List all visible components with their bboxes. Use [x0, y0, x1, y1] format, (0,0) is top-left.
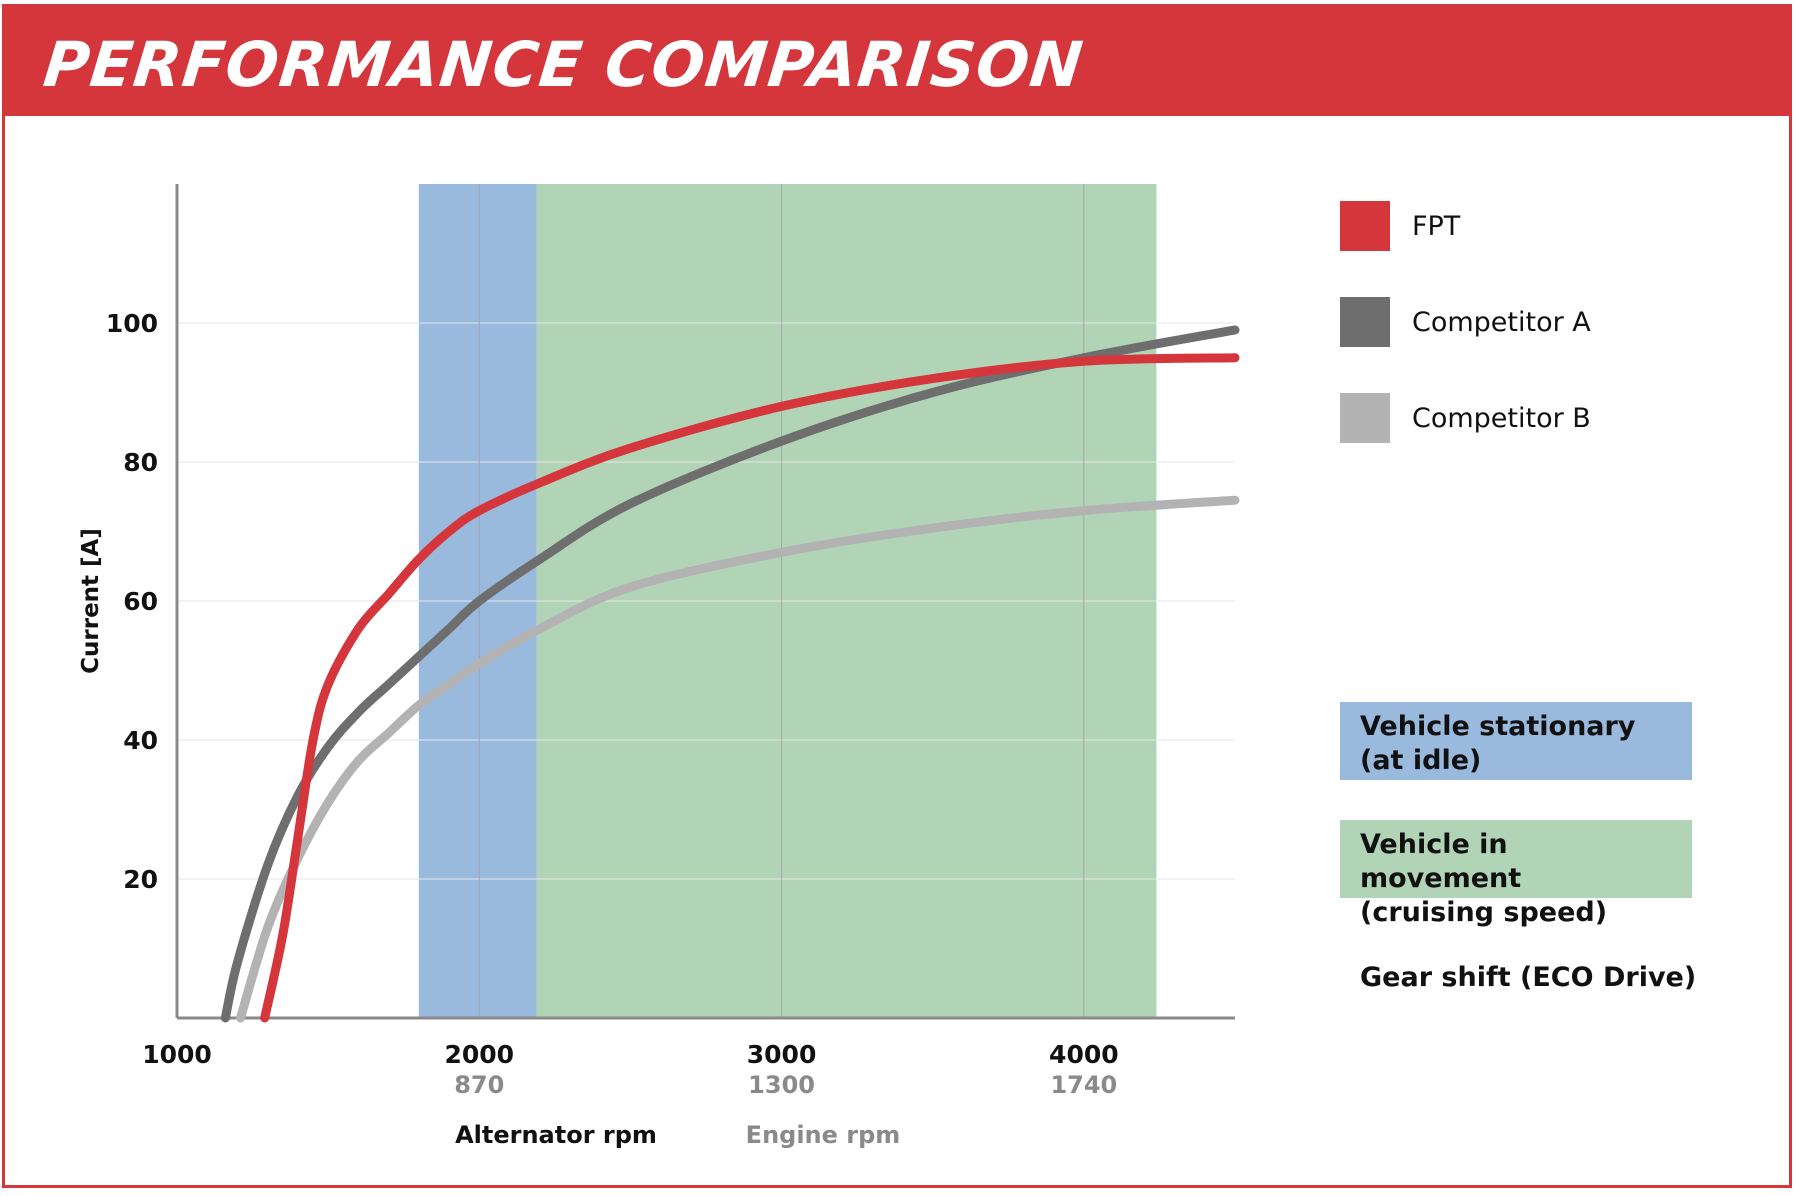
title-banner: PERFORMANCE COMPARISON	[2, 4, 1792, 116]
x-tick-label-engine: 870	[454, 1071, 504, 1099]
legend-item-fpt: FPT	[1340, 200, 1760, 252]
x-axis-label-engine: Engine rpm	[746, 1121, 901, 1149]
series-line-fpt	[260, 353, 1240, 1023]
series-line-competitor-a	[220, 325, 1240, 1023]
x-axis-label: Alternator rpm	[455, 1121, 657, 1149]
legend-item-competitor-b: Competitor B	[1340, 392, 1760, 444]
y-tick-label: 100	[106, 309, 158, 338]
legend-item-competitor-a: Competitor A	[1340, 296, 1760, 348]
y-tick-label: 80	[123, 448, 158, 477]
legend-label-competitor-a: Competitor A	[1412, 306, 1591, 338]
legend-zone-movement: Vehicle in movement (cruising speed)	[1340, 820, 1692, 928]
legend-label-competitor-b: Competitor B	[1412, 402, 1591, 434]
zone-movement-line1: Vehicle in movement	[1360, 829, 1522, 894]
y-tick-label: 60	[123, 587, 158, 616]
y-tick-label: 20	[123, 865, 158, 894]
legend-swatch-competitor-b	[1340, 393, 1390, 443]
legend-swatch-competitor-a	[1340, 297, 1390, 347]
y-axis-label: Current [A]	[78, 528, 104, 674]
x-tick-label-engine: 1740	[1050, 1071, 1117, 1099]
zone-stationary-line2: (at idle)	[1360, 745, 1482, 776]
zone-stationary-line1: Vehicle stationary	[1360, 711, 1636, 742]
y-tick-label: 40	[123, 726, 158, 755]
legend-label-fpt: FPT	[1412, 210, 1461, 242]
legend-zone-stationary: Vehicle stationary (at idle)	[1340, 702, 1692, 780]
x-tick-label: 1000	[142, 1040, 212, 1069]
zone-movement-line2: (cruising speed)	[1360, 897, 1608, 928]
x-tick-label-engine: 1300	[748, 1071, 815, 1099]
legend-swatch-fpt	[1340, 201, 1390, 251]
x-tick-label: 4000	[1049, 1040, 1119, 1069]
legend-gear-shift: Gear shift (ECO Drive)	[1360, 962, 1697, 993]
x-tick-label: 3000	[747, 1040, 817, 1069]
series-line-competitor-b	[235, 495, 1240, 1023]
x-tick-label: 2000	[444, 1040, 514, 1069]
